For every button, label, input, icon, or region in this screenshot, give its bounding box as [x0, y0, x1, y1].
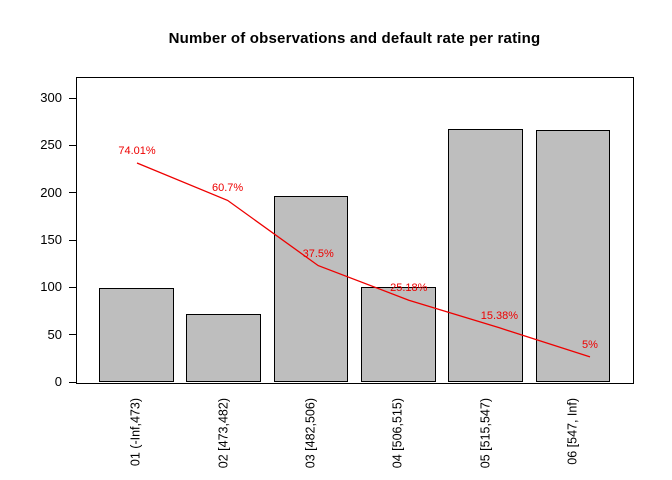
rate-label: 15.38%: [480, 309, 519, 322]
rate-label: 25.18%: [390, 282, 428, 295]
y-axis-tick-label: 300: [40, 90, 62, 105]
x-axis-label: 01 (-Inf,473): [128, 398, 143, 467]
y-axis-tick: [69, 97, 76, 99]
y-axis-tick: [69, 286, 76, 288]
bar: [448, 129, 523, 382]
y-axis-tick: [69, 144, 76, 146]
y-axis-tick-label: 0: [54, 374, 62, 389]
rate-label: 60.7%: [211, 182, 244, 195]
rate-label: 5%: [582, 338, 598, 351]
x-axis-label: 06 [547, Inf): [565, 398, 580, 465]
x-axis-label: 02 [473,482): [216, 398, 231, 469]
chart-title: Number of observations and default rate …: [168, 30, 541, 47]
bar: [99, 288, 174, 382]
y-axis-tick: [69, 192, 76, 194]
bar: [273, 196, 349, 382]
rate-label: 37.5%: [302, 247, 334, 260]
bar: [186, 313, 262, 382]
bar: [535, 130, 611, 382]
y-axis-tick-label: 50: [47, 326, 62, 342]
y-axis-tick-label: 250: [40, 137, 62, 153]
y-axis-tick-label: 100: [40, 279, 62, 295]
rate-label: 74.01%: [118, 144, 156, 157]
y-axis-tick-label: 200: [40, 184, 62, 200]
y-axis-tick: [69, 334, 76, 336]
x-axis-label: 05 [515,547): [478, 398, 493, 469]
y-axis-tick: [69, 239, 76, 241]
x-axis-label: 03 [482,506): [303, 398, 318, 469]
x-axis-label: 04 [506,515): [390, 398, 405, 469]
y-axis-tick-label: 150: [40, 232, 62, 247]
y-axis-tick: [69, 381, 76, 383]
bar: [360, 287, 436, 382]
